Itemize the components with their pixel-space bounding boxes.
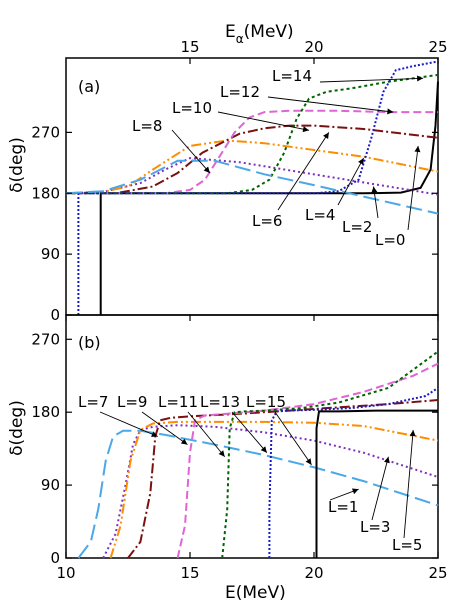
series-line-l4 [65, 139, 439, 195]
panel-a-ylabel-main: δ [7, 182, 27, 192]
panel-b-ylabel-unit: (deg) [7, 400, 27, 445]
label-arrow-line [407, 145, 419, 231]
label-arrow-line [403, 429, 414, 539]
curve-label-l15: L=15 [246, 393, 286, 411]
series-line-l9 [176, 362, 439, 559]
xtick-label: 20 [304, 564, 323, 582]
series-line-l12 [77, 60, 439, 315]
curve-label-l3: L=3 [360, 518, 390, 536]
top-axis-title: Eα(MeV) [225, 22, 294, 46]
curve-label-l14: L=14 [272, 67, 312, 85]
curve-label-l2: L=2 [342, 218, 372, 236]
series-line-l5 [109, 420, 439, 559]
curve-label-l12: L=12 [220, 83, 260, 101]
ytick-label: 270 [31, 330, 60, 348]
panel-a-ylabel-unit: (deg) [7, 137, 27, 182]
curve-label-l6: L=6 [252, 212, 282, 230]
panel-b-xlabel-main: E [225, 583, 236, 603]
label-arrow-head [302, 126, 310, 133]
label-arrow-head [218, 450, 225, 457]
label-arrow-head [414, 145, 421, 153]
panel-b-ylabel-main: δ [7, 445, 27, 455]
ytick-label: 180 [31, 403, 60, 421]
panel-b-xlabel: E(MeV) [225, 583, 286, 603]
top-axis-title-sub: α [236, 32, 244, 46]
label-arrow-line [267, 96, 394, 113]
curve-label-l8: L=8 [132, 117, 162, 135]
label-arrow-head [260, 446, 267, 453]
series-line-l13 [268, 387, 439, 558]
label-arrow-head [203, 166, 210, 173]
label-arrow-head [383, 456, 390, 464]
curve-label-l10: L=10 [172, 99, 212, 117]
panel-b-xlabel-unit: (MeV) [236, 583, 286, 603]
label-arrow-line [141, 411, 188, 445]
label-arrow-head [351, 488, 359, 495]
xtick-label: 25 [428, 564, 447, 582]
label-arrow-line [171, 129, 211, 174]
panel-a-ticks: 0 90 180 270 15 20 25 [31, 38, 447, 324]
label-arrow-line [231, 411, 268, 453]
ytick-label: 180 [31, 184, 60, 202]
panel-a-curve-labels: L=0L=2 L=4 L=6 L=8 L=10 L=12 L=14 [132, 67, 424, 249]
curve-label-l9: L=9 [117, 393, 147, 411]
label-arrow-line [99, 411, 158, 437]
panel-b-frame [65, 314, 439, 559]
series-line-l14 [65, 159, 439, 215]
panel-a-ylabel: δ(deg) [7, 137, 27, 193]
panel-a-tag: (a) [78, 77, 100, 96]
label-arrow-line [274, 411, 312, 466]
ytick-label: 90 [41, 476, 60, 494]
series-line-l1 [77, 429, 439, 559]
panel-a-curves [65, 60, 439, 315]
ytick-label: 0 [50, 306, 60, 324]
series-line-l6 [66, 124, 439, 195]
label-arrow-line [187, 411, 226, 458]
label-arrow-line [337, 157, 364, 206]
curve-label-l5: L=5 [392, 536, 422, 554]
xtick-label: 10 [56, 564, 75, 582]
panel-b-ticks: 0 90 180 270 10 15 20 25 [31, 315, 448, 582]
panel-b-ylabel: δ(deg) [7, 400, 27, 456]
label-arrow-line [371, 456, 389, 521]
label-arrow-head [180, 438, 188, 445]
ytick-label: 270 [31, 123, 60, 141]
top-axis-title-unit: (MeV) [244, 22, 294, 42]
curve-label-l7: L=7 [78, 393, 108, 411]
top-xtick-label: 25 [428, 38, 447, 56]
curve-label-l0: L=0 [375, 231, 405, 249]
label-arrow-line [319, 77, 424, 83]
label-arrow-line [277, 132, 330, 211]
top-xtick-label: 20 [304, 38, 323, 56]
label-arrow-line [217, 111, 310, 131]
ytick-label: 90 [41, 245, 60, 263]
curve-label-l1: L=1 [328, 498, 358, 516]
label-arrow-head [151, 431, 158, 437]
curve-label-l11: L=11 [158, 393, 198, 411]
ytick-label: 0 [50, 549, 60, 567]
label-arrow-head [305, 458, 312, 465]
panel-b-curves [77, 350, 439, 559]
top-axis-title-main: E [225, 22, 236, 42]
curve-label-l13: L=13 [200, 393, 240, 411]
series-line-l11 [221, 350, 439, 559]
curve-label-l4: L=4 [305, 206, 335, 224]
label-arrow-head [417, 75, 424, 82]
xtick-label: 15 [180, 564, 199, 582]
label-arrow-head [323, 132, 329, 140]
label-arrow-head [387, 108, 394, 115]
panel-b-tag: (b) [78, 333, 101, 352]
label-arrow-head [358, 158, 364, 165]
top-xtick-label: 15 [180, 38, 199, 56]
series-line-l8 [66, 109, 438, 195]
label-arrow-head [409, 430, 416, 437]
series-line-l15 [315, 409, 438, 558]
series-line-l7 [127, 399, 439, 559]
panel-b-curve-labels: L=1L=3L=5 L=7 L=9 L=11 L=13 L=15 [78, 393, 422, 554]
label-arrow-head [371, 186, 378, 193]
